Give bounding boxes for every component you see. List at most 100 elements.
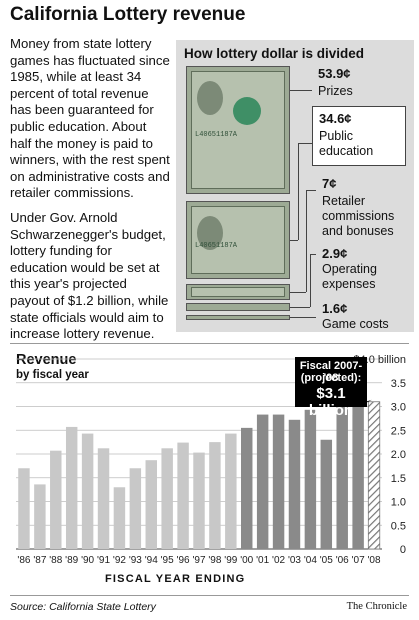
y-tick-label: 2.0	[391, 449, 406, 461]
connector-operating-vertical	[310, 254, 311, 307]
bar-91	[97, 448, 110, 549]
bar-89	[65, 426, 78, 549]
connector-operating	[290, 307, 310, 308]
prizes-label: Prizes	[318, 84, 353, 98]
dollar-bill-operating-image	[186, 303, 290, 311]
public-education-label-1: Public	[319, 129, 354, 143]
y-tick-label: 0	[400, 544, 406, 556]
intro-paragraph-2: Under Gov. Arnold Schwarzenegger's budge…	[10, 209, 169, 342]
x-tick-label: '05	[320, 555, 333, 566]
connector-retailer-top	[306, 190, 316, 191]
callout-line-1: Fiscal 2007-'08	[299, 360, 363, 384]
x-tick-label: '89	[65, 555, 78, 566]
x-tick-label: '93	[129, 555, 142, 566]
dollar-bill-retailer-image	[186, 284, 290, 300]
x-tick-label: '88	[49, 555, 62, 566]
x-axis-label: FISCAL YEAR ENDING	[105, 573, 246, 585]
connector-education	[290, 240, 298, 241]
bar-07	[352, 396, 364, 549]
footer-divider	[10, 595, 409, 596]
x-tick-label: '98	[208, 555, 221, 566]
y-tick-label: 1.0	[391, 497, 406, 509]
retailer-label-3: and bonuses	[322, 224, 394, 238]
bar-90	[81, 433, 94, 549]
bar-08	[367, 401, 381, 550]
connector-retailer	[290, 292, 306, 293]
bar-98	[209, 442, 221, 549]
bar-97	[193, 452, 205, 549]
bar-95	[161, 448, 173, 549]
graphic-title: California Lottery revenue	[10, 4, 246, 25]
connector-retailer-vertical	[306, 190, 307, 292]
bar-05	[320, 439, 333, 549]
dollar-bill-game-image	[186, 315, 290, 320]
bar-92	[113, 487, 126, 549]
game-costs-value: 1.6¢	[322, 301, 348, 316]
x-tick-label: '06	[336, 555, 349, 566]
x-tick-label: '96	[177, 555, 190, 566]
x-tick-label: '87	[33, 555, 46, 566]
connector-education-vertical	[298, 143, 299, 240]
x-tick-label: '08	[368, 555, 381, 566]
chart-subtitle: by fiscal year	[16, 369, 89, 381]
x-tick-label: '97	[192, 555, 205, 566]
connector-operating-top	[310, 254, 316, 255]
operating-label-1: Operating	[322, 262, 377, 276]
retailer-label-1: Retailer	[322, 194, 366, 208]
bar-86	[18, 468, 30, 549]
bar-96	[177, 442, 189, 549]
dollar-bill-prizes-image: L40651187A	[186, 66, 290, 194]
prizes-value: 53.9¢	[318, 66, 351, 81]
bar-04	[304, 409, 317, 549]
y-tick-label: 1.5	[391, 473, 406, 485]
operating-value: 2.9¢	[322, 246, 348, 261]
public-education-box: 34.6¢ Public education	[312, 106, 406, 166]
bar-94	[145, 460, 157, 549]
operating-label-2: expenses	[322, 277, 376, 291]
x-tick-label: '99	[224, 555, 237, 566]
x-tick-label: '04	[304, 555, 317, 566]
y-tick-label: 2.5	[391, 425, 406, 437]
bar-03	[288, 419, 301, 549]
public-education-value: 34.6¢	[319, 111, 352, 126]
game-costs-label: Game costs	[322, 317, 389, 331]
bar-87	[34, 484, 46, 549]
bar-93	[129, 468, 142, 549]
bill-serial-2: L40651187A	[195, 242, 238, 250]
bar-99	[225, 433, 237, 549]
bar-88	[50, 450, 62, 549]
x-tick-label: '92	[113, 555, 126, 566]
source-note: Source: California State Lottery	[10, 601, 156, 613]
intro-paragraph-1: Money from state lottery games has fluct…	[10, 36, 170, 201]
retailer-value: 7¢	[322, 176, 337, 191]
x-tick-label: '95	[161, 555, 174, 566]
public-education-label-2: education	[319, 144, 374, 158]
x-tick-label: '91	[97, 555, 110, 566]
y-tick-label: 3.5	[391, 378, 406, 390]
x-tick-label: '01	[256, 555, 269, 566]
bar-01	[256, 414, 269, 549]
bar-00	[241, 427, 253, 549]
retailer-label-2: commissions	[322, 209, 395, 223]
callout-line-3: $3.1 billion	[308, 385, 354, 419]
callout-line-2: (projected):	[300, 372, 362, 384]
x-tick-label: '03	[288, 555, 301, 566]
y-tick-label: 0.5	[391, 520, 406, 532]
connector-prizes	[290, 90, 312, 91]
connector-education-top	[298, 143, 312, 144]
x-tick-label: '90	[81, 555, 94, 566]
bar-06	[336, 386, 348, 549]
y-tick-label: 3.0	[391, 402, 406, 414]
bill-serial: L40651187A	[195, 131, 238, 139]
chart-title: Revenue	[16, 352, 77, 368]
panel-title: How lottery dollar is divided	[184, 46, 365, 61]
x-tick-label: '00	[240, 555, 253, 566]
x-tick-label: '94	[145, 555, 158, 566]
bar-02	[272, 414, 285, 549]
projection-callout: Fiscal 2007-'08 (projected): $3.1 billio…	[295, 357, 367, 419]
connector-game	[290, 317, 316, 318]
x-tick-label: '86	[17, 555, 30, 566]
x-tick-label: '02	[272, 555, 285, 566]
revenue-chart: $4.0 billion3.53.02.52.01.51.00.50'86'87…	[16, 354, 406, 566]
credit-note: The Chronicle	[346, 601, 407, 612]
